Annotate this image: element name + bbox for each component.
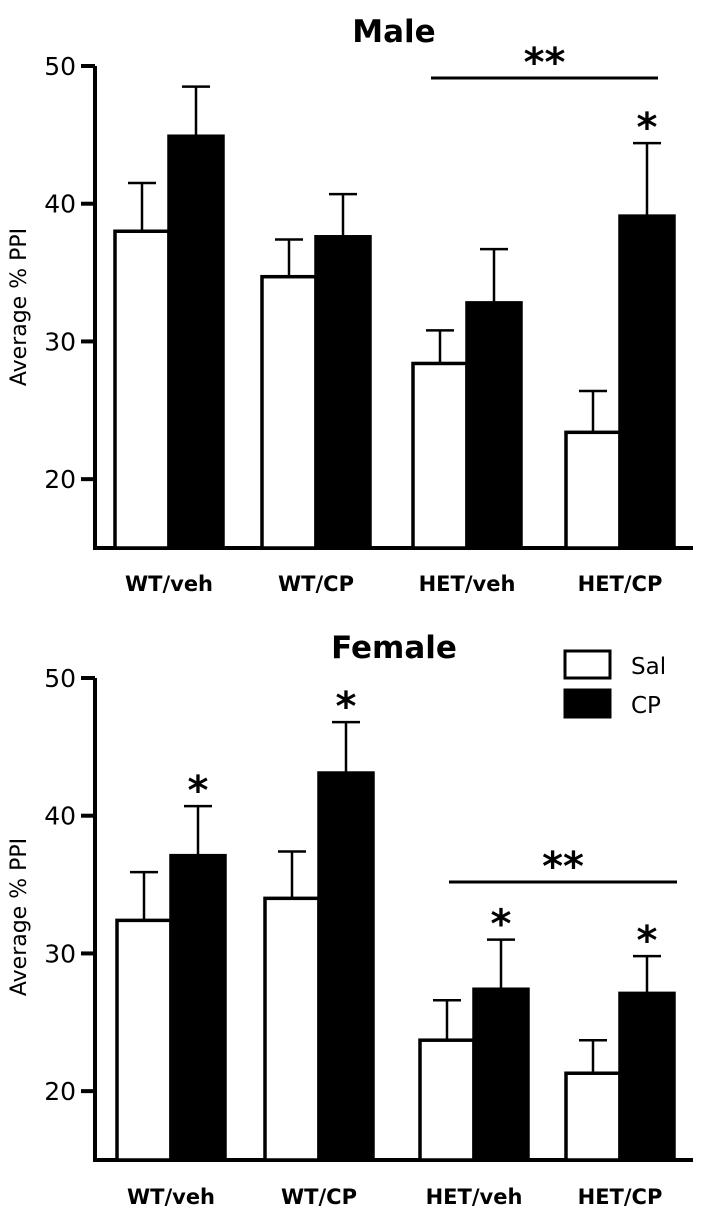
x-category-label: HET/veh (419, 572, 516, 596)
y-tick-label: 20 (44, 1077, 76, 1106)
y-tick-label: 30 (44, 939, 76, 968)
y-tick-label: 40 (44, 802, 76, 831)
bar-sal-wt-veh (113, 229, 171, 550)
significance-marker: * (491, 902, 512, 948)
chart-title: Male (352, 14, 435, 50)
y-tick-label: 20 (44, 465, 76, 494)
bar-sal-wt-cp (263, 896, 321, 1162)
y-tick-label: 50 (44, 664, 76, 693)
bar-cp-het-veh (472, 987, 530, 1162)
bar-sal-het-veh (418, 1038, 476, 1162)
x-category-label: WT/CP (278, 572, 354, 596)
significance-marker: * (637, 918, 658, 964)
bar-sal-het-cp (564, 430, 622, 550)
significance-marker: * (637, 105, 658, 151)
significance-marker: * (336, 684, 357, 730)
bar-sal-het-cp (564, 1071, 622, 1162)
y-tick-label: 50 (44, 52, 76, 81)
bar-sal-wt-cp (260, 274, 318, 550)
y-tick-label: 30 (44, 327, 76, 356)
bar-sal-het-veh (411, 361, 469, 550)
legend-swatch-sal (563, 649, 612, 680)
bar-cp-wt-veh (167, 134, 225, 550)
bar-cp-het-cp (618, 991, 676, 1162)
bar-cp-wt-veh (169, 853, 227, 1162)
significance-marker: ** (524, 40, 566, 86)
chart-title: Female (331, 630, 457, 666)
female-panel: Female Average % PPI 20 30 40 50 WT/veh WT/CP HE… (7, 630, 693, 1209)
bar-cp-het-cp (618, 214, 676, 550)
x-category-label: WT/CP (281, 1185, 357, 1209)
y-tick-label: 40 (44, 190, 76, 219)
legend-label: Sal (631, 654, 666, 680)
legend-label: CP (631, 693, 661, 719)
bar-sal-wt-veh (115, 918, 173, 1162)
x-category-label: HET/CP (578, 1185, 663, 1209)
male-panel: Male Average % PPI 20 30 40 50 WT/veh WT/CP HET/… (7, 14, 693, 596)
y-axis-label: Average % PPI (7, 228, 32, 386)
x-category-label: WT/veh (127, 1185, 215, 1209)
x-category-label: HET/veh (426, 1185, 523, 1209)
significance-marker: * (188, 768, 209, 814)
x-category-label: HET/CP (578, 572, 663, 596)
legend: Sal CP (563, 649, 666, 719)
significance-marker: ** (542, 844, 584, 890)
y-axis-label: Average % PPI (7, 838, 32, 996)
bar-cp-wt-cp (314, 235, 372, 550)
x-category-label: WT/veh (125, 572, 213, 596)
legend-swatch-cp (563, 688, 612, 719)
bar-cp-wt-cp (317, 771, 375, 1162)
bar-cp-het-veh (465, 301, 523, 550)
